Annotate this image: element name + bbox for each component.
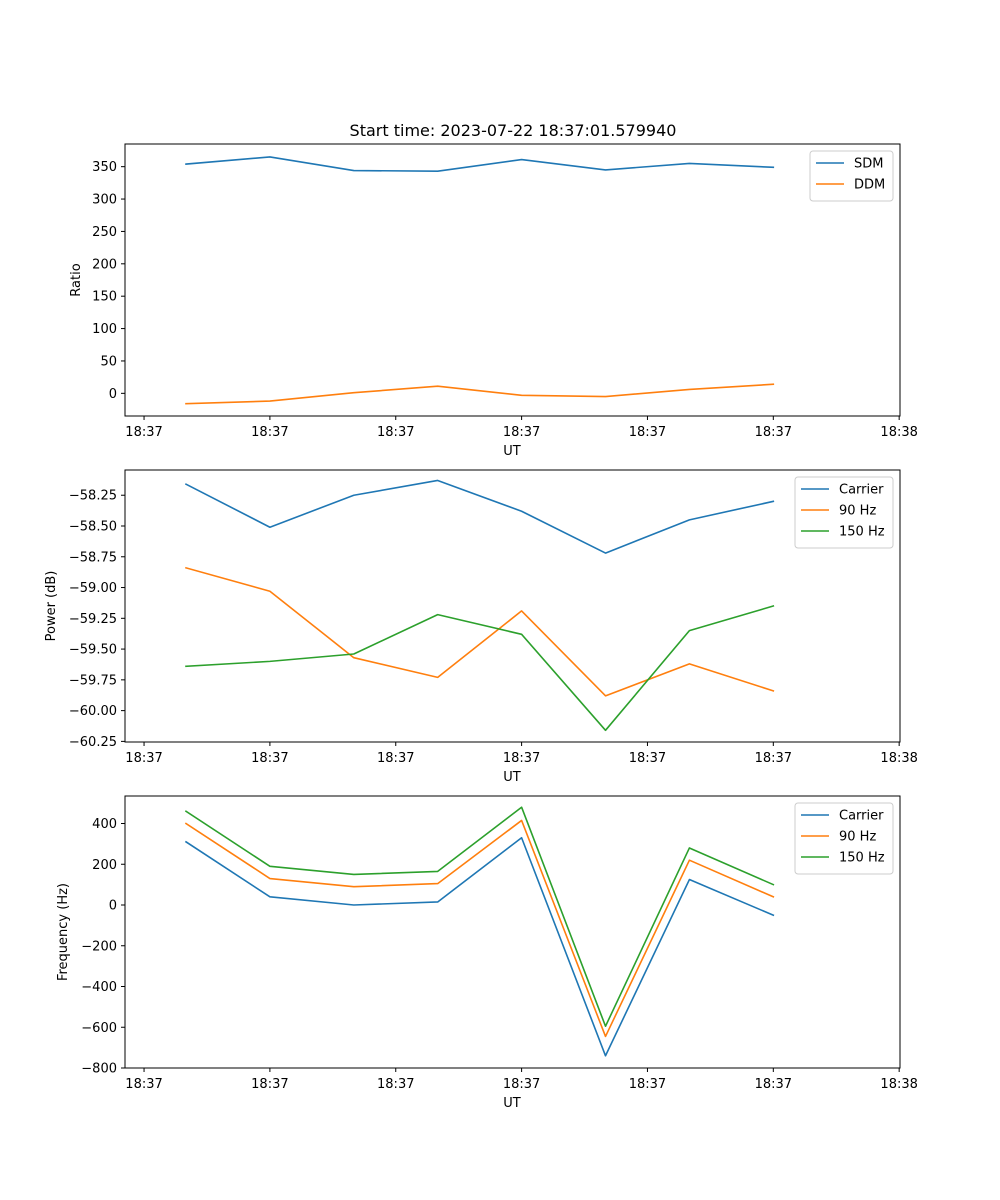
plot-area: 18:37 18:37 18:37 18:37 18:37 18:37 18:38 −800 −…	[81, 795, 918, 1092]
plot-area: 18:37 18:37 18:37 18:37 18:37 18:37 18:38 −60.2…	[69, 469, 918, 766]
y-tick-label: 0	[109, 899, 117, 914]
y-tick-label: 0	[109, 387, 117, 402]
y-axis-label: Ratio	[69, 263, 84, 296]
x-tick-label: 18:37	[377, 751, 414, 766]
y-axis-label: Power (dB)	[44, 571, 59, 642]
axes-frame	[124, 143, 901, 417]
plot-area: 18:37 18:37 18:37 18:37 18:37 18:37 18:38 0 50 10…	[92, 143, 918, 440]
y-tick-label: 50	[100, 354, 117, 369]
x-tick-label: 18:37	[629, 1077, 666, 1092]
x-axis-label: UT	[503, 444, 521, 459]
series-line-carrier	[184, 479, 775, 554]
y-tick-label: −60.00	[69, 704, 117, 719]
series-line-90-hz	[185, 566, 775, 697]
series-line-ddm	[185, 383, 775, 405]
x-tick-label: 18:37	[125, 425, 162, 440]
series-line-carrier	[184, 836, 775, 1057]
y-tick-label: 200	[92, 858, 117, 873]
x-tick-label: 18:37	[503, 425, 540, 440]
x-tick-label: 18:38	[880, 1077, 917, 1092]
x-tick-label: 18:37	[251, 751, 288, 766]
x-tick-label: 18:37	[629, 425, 666, 440]
y-tick-label: −600	[81, 1021, 117, 1036]
legend-label: 90 Hz	[839, 830, 876, 845]
legend-label: Carrier	[839, 809, 884, 824]
y-tick-label: −58.75	[69, 550, 117, 565]
y-tick-label: −400	[81, 980, 117, 995]
y-tick-label: 400	[92, 817, 117, 832]
y-tick-label: −58.50	[69, 520, 117, 535]
legend-label: DDM	[854, 178, 885, 193]
y-tick-label: 350	[92, 160, 117, 175]
x-tick-label: 18:37	[377, 425, 414, 440]
y-tick-label: −59.75	[69, 673, 117, 688]
x-tick-label: 18:38	[880, 425, 917, 440]
x-tick-label: 18:37	[755, 751, 792, 766]
subplot-ratio: Start time: 2023-07-22 18:37:01.579940 1…	[69, 121, 918, 459]
legend-label: Carrier	[839, 483, 884, 498]
y-tick-label: −59.00	[69, 581, 117, 596]
x-tick-label: 18:37	[503, 1077, 540, 1092]
y-tick-label: −800	[81, 1062, 117, 1077]
x-tick-label: 18:37	[503, 751, 540, 766]
x-tick-label: 18:37	[377, 1077, 414, 1092]
y-tick-label: 200	[92, 257, 117, 272]
x-tick-label: 18:37	[125, 751, 162, 766]
legend-label: 150 Hz	[839, 851, 885, 866]
y-tick-label: 100	[92, 322, 117, 337]
x-tick-label: 18:38	[880, 751, 917, 766]
axes-frame	[124, 469, 901, 743]
series-line-150-hz	[185, 605, 775, 732]
axes-frame	[124, 795, 901, 1069]
x-tick-label: 18:37	[125, 1077, 162, 1092]
y-tick-label: 250	[92, 225, 117, 240]
series-line-150-hz	[184, 806, 775, 1028]
chart-title: Start time: 2023-07-22 18:37:01.579940	[350, 121, 677, 140]
y-axis-label: Frequency (Hz)	[56, 883, 71, 981]
legend-label: 150 Hz	[839, 525, 885, 540]
y-tick-label: −200	[81, 939, 117, 954]
y-tick-label: −59.25	[69, 612, 117, 627]
series-line-sdm	[185, 156, 775, 172]
x-tick-label: 18:37	[251, 1077, 288, 1092]
y-tick-label: 300	[92, 193, 117, 208]
y-tick-label: −58.25	[69, 489, 117, 504]
subplot-power: 18:37 18:37 18:37 18:37 18:37 18:37 18:38 −60.2…	[44, 469, 918, 785]
x-tick-label: 18:37	[629, 751, 666, 766]
subplot-frequency: 18:37 18:37 18:37 18:37 18:37 18:37 18:38 −800 −…	[56, 795, 918, 1111]
x-axis-label: UT	[503, 770, 521, 785]
x-axis-label: UT	[503, 1096, 521, 1111]
x-tick-label: 18:37	[755, 1077, 792, 1092]
y-tick-label: −60.25	[69, 735, 117, 750]
y-tick-label: −59.50	[69, 643, 117, 658]
y-tick-label: 150	[92, 290, 117, 305]
x-tick-label: 18:37	[251, 425, 288, 440]
legend-label: SDM	[854, 157, 883, 172]
legend-label: 90 Hz	[839, 504, 876, 519]
series-line-90-hz	[184, 819, 775, 1038]
x-tick-label: 18:37	[755, 425, 792, 440]
